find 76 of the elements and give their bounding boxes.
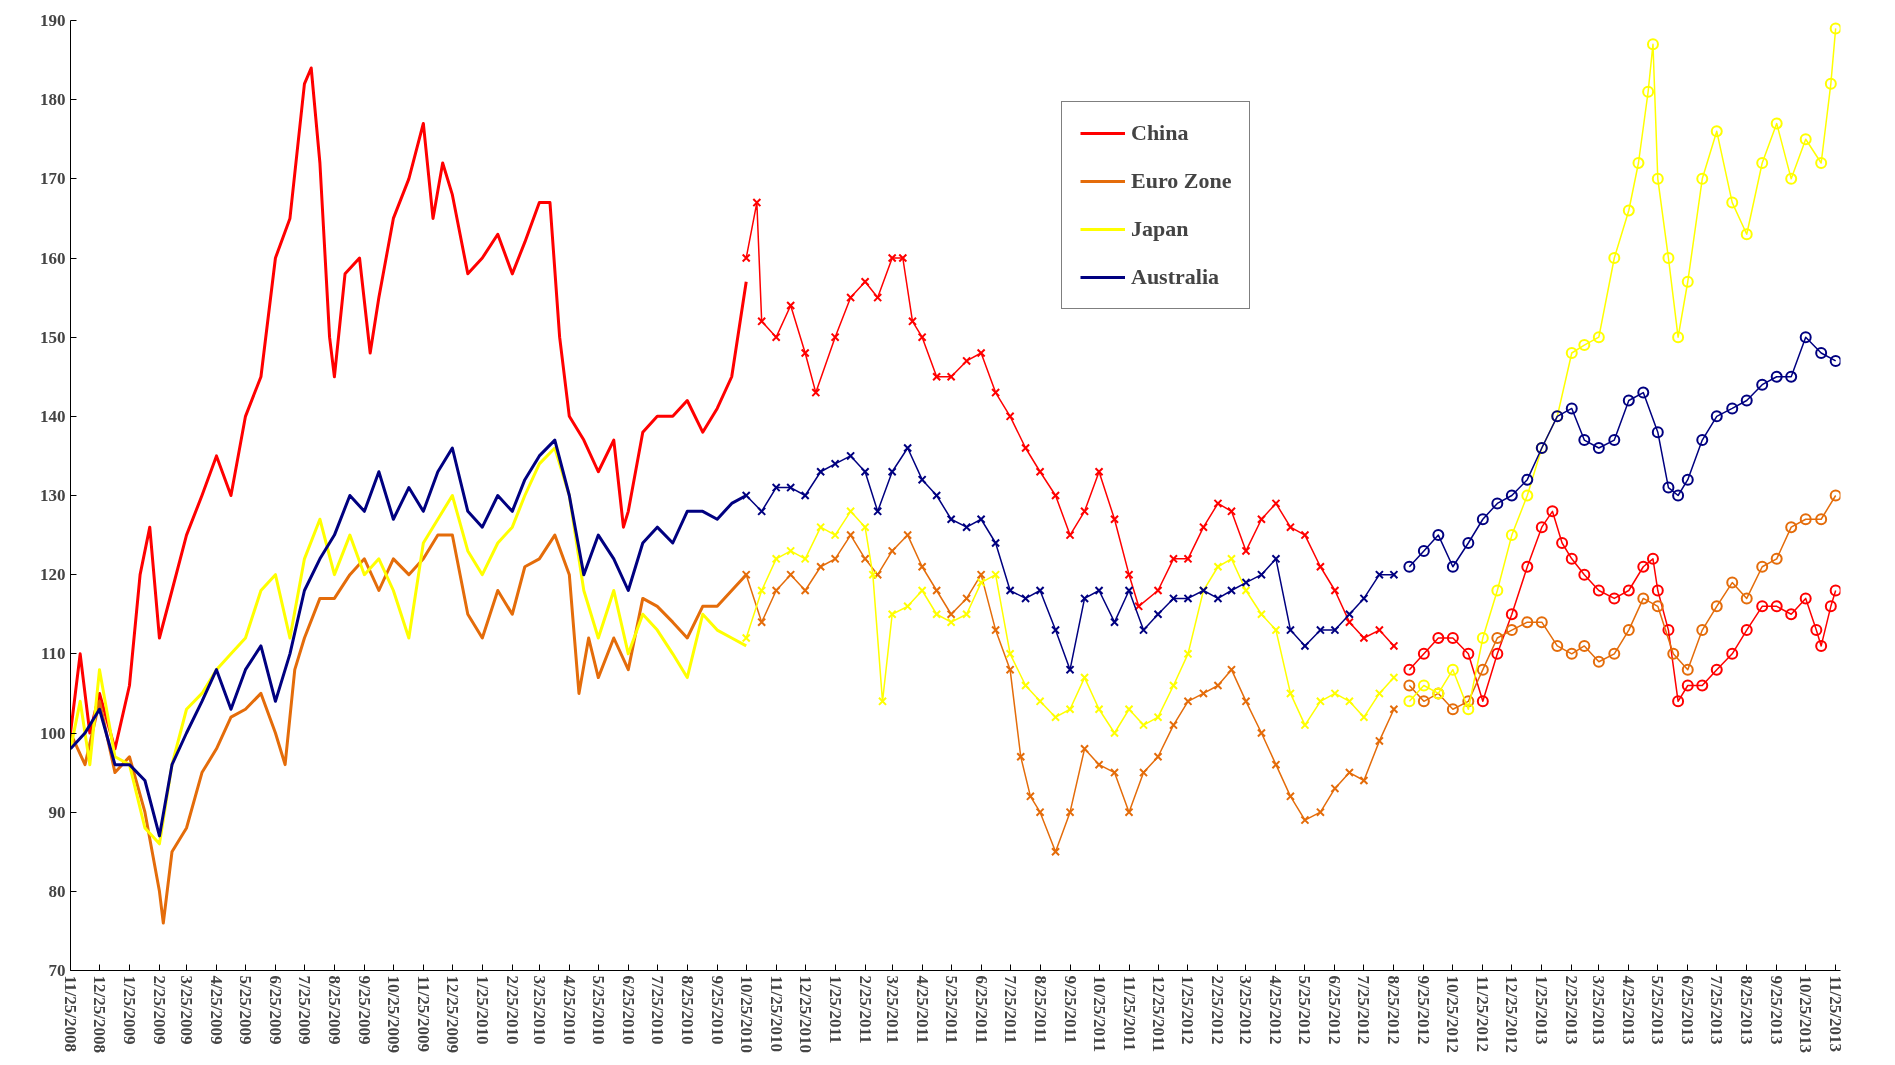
x-tick-label: 8/25/2013 [1737,975,1757,1045]
x-tick-label: 12/25/2011 [1148,975,1168,1053]
x-tick-label: 11/25/2011 [1119,975,1139,1052]
y-tick-label: 180 [40,90,66,110]
x-tick-label: 1/25/2010 [472,975,492,1045]
x-tick-label: 4/25/2011 [912,975,932,1044]
x-tick-label: 6/25/2012 [1325,975,1345,1045]
x-tick-label: 1/25/2009 [119,975,139,1045]
y-tick-label: 170 [40,169,66,189]
y-tick-label: 160 [40,248,66,268]
x-tick-label: 4/25/2012 [1266,975,1286,1045]
x-tick-label: 1/25/2011 [825,975,845,1044]
x-tick-label: 10/25/2009 [383,975,403,1053]
y-tick-label: 130 [40,486,66,505]
x-tick-label: 5/25/2011 [941,975,961,1044]
x-tick-label: 8/25/2011 [1030,975,1050,1044]
y-tick-label: 140 [40,406,66,426]
y-tick-label: 150 [40,327,66,347]
y-tick-label: 90 [48,802,66,822]
x-tick-label: 3/25/2011 [882,975,902,1044]
x-tick-label: 5/25/2009 [235,975,255,1045]
x-tick-label: 7/25/2012 [1354,975,1374,1045]
x-tick-label: 6/25/2013 [1678,975,1698,1045]
x-tick-label: 3/25/2012 [1236,975,1256,1045]
x-tick-label: 2/25/2009 [149,975,169,1045]
x-tick-label: 7/25/2011 [1000,975,1020,1044]
legend-label: Australia [1131,264,1219,290]
x-tick-label: 8/25/2012 [1384,975,1404,1045]
x-tick-label: 6/25/2010 [618,975,638,1045]
x-tick-label: 9/25/2009 [354,975,374,1045]
y-tick-label: 100 [40,723,66,743]
x-tick-label: 1/25/2012 [1178,975,1198,1045]
x-tick-label: 11/25/2010 [766,975,786,1053]
x-tick-label: 1/25/2013 [1532,975,1552,1045]
x-tick-label: 10/25/2011 [1089,975,1109,1053]
legend-label: Japan [1131,216,1189,242]
legend-label: China [1131,120,1189,146]
x-tick-label: 5/25/2010 [588,975,608,1045]
x-tick-label: 10/25/2013 [1796,975,1816,1053]
x-tick-label: 12/25/2012 [1502,975,1522,1053]
x-tick-label: 9/25/2011 [1060,975,1080,1044]
x-tick-label: 3/25/2009 [177,975,196,1045]
x-tick-label: 2/25/2012 [1208,975,1228,1045]
x-tick-label: 2/25/2011 [855,975,875,1044]
x-tick-label: 2/25/2010 [502,975,522,1045]
x-tick-label: 10/25/2010 [736,975,756,1053]
x-tick-label: 5/25/2012 [1295,975,1315,1045]
x-tick-label: 2/25/2013 [1562,975,1582,1045]
x-tick-label: 7/25/2009 [294,975,314,1045]
x-tick-label: 4/25/2009 [206,975,226,1045]
x-tick-label: 11/25/2009 [413,975,433,1053]
x-tick-label: 10/25/2012 [1443,975,1463,1053]
x-tick-label: 7/25/2013 [1707,975,1727,1045]
x-tick-label: 9/25/2012 [1414,975,1434,1045]
x-tick-label: 5/25/2013 [1648,975,1668,1045]
x-tick-label: 8/25/2009 [324,975,344,1045]
x-tick-label: 4/25/2010 [559,975,579,1045]
x-tick-label: 9/25/2010 [707,975,727,1045]
y-tick-label: 110 [40,644,66,664]
x-tick-label: 12/25/2009 [442,975,462,1053]
x-tick-label: 12/25/2008 [90,975,109,1053]
legend-label: Euro Zone [1131,168,1232,194]
y-tick-label: 120 [40,565,66,585]
y-tick-label: 80 [48,881,66,901]
x-tick-label: 8/25/2010 [677,975,697,1045]
y-tick-label: 190 [40,11,66,30]
x-tick-label: 12/25/2010 [795,975,815,1053]
x-tick-label: 11/25/2012 [1473,975,1493,1053]
x-tick-label: 6/25/2011 [971,975,991,1044]
x-tick-label: 3/25/2010 [529,975,549,1045]
x-tick-label: 4/25/2013 [1619,975,1639,1045]
x-tick-label: 9/25/2013 [1767,975,1787,1045]
x-tick-label: 7/25/2010 [647,975,667,1045]
x-tick-label: 3/25/2013 [1589,975,1609,1045]
x-tick-label: 6/25/2009 [265,975,285,1045]
x-tick-label: 11/25/2013 [1826,975,1846,1053]
